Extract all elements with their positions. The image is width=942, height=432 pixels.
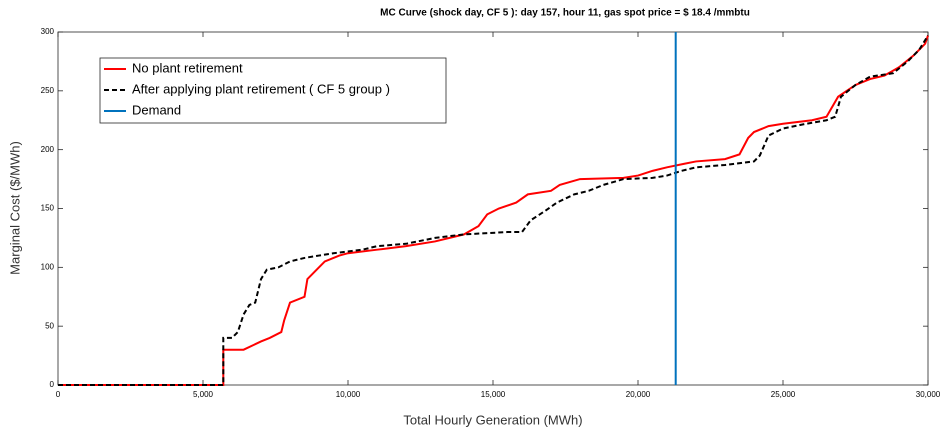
y-tick-label: 250 xyxy=(41,86,55,95)
y-tick-label: 150 xyxy=(41,204,55,213)
y-axis-label: Marginal Cost ($/MWh) xyxy=(7,141,22,275)
x-tick-label: 20,000 xyxy=(626,390,651,399)
x-tick-label: 10,000 xyxy=(336,390,361,399)
y-tick-label: 300 xyxy=(41,27,55,36)
x-tick-label: 15,000 xyxy=(481,390,506,399)
legend-label: No plant retirement xyxy=(132,60,243,75)
y-tick-label: 100 xyxy=(41,262,55,271)
x-tick-label: 25,000 xyxy=(771,390,796,399)
x-axis-label: Total Hourly Generation (MWh) xyxy=(403,412,582,427)
y-tick-label: 50 xyxy=(45,321,54,330)
x-tick-label: 5,000 xyxy=(193,390,214,399)
legend-label: After applying plant retirement ( CF 5 g… xyxy=(132,81,390,96)
x-tick-label: 30,000 xyxy=(916,390,941,399)
chart-title: MC Curve (shock day, CF 5 ): day 157, ho… xyxy=(380,8,750,19)
y-tick-label: 200 xyxy=(41,145,55,154)
y-tick-label: 0 xyxy=(50,380,55,389)
legend-box xyxy=(99,57,447,124)
series-line xyxy=(58,35,929,386)
x-tick-label: 0 xyxy=(56,390,61,399)
legend-label: Demand xyxy=(132,102,181,117)
